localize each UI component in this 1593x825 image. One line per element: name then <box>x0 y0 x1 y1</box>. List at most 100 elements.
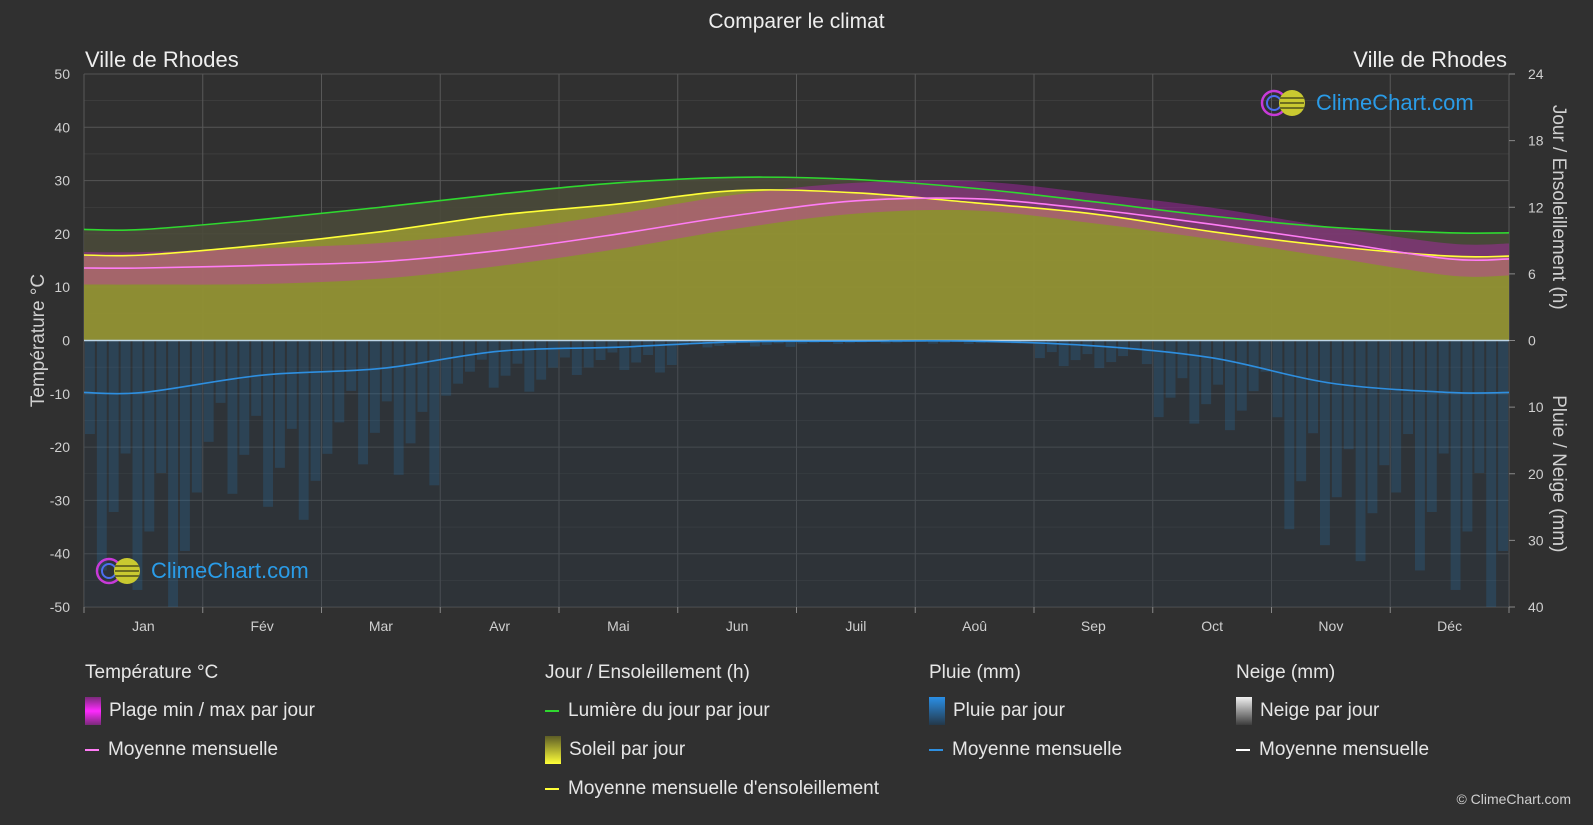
rain-bar <box>702 340 713 348</box>
rain-bar <box>1225 340 1235 431</box>
rain-bar <box>85 340 95 435</box>
temp-range-band-fill <box>84 180 1509 285</box>
legend-sun: Jour / Ensoleillement (h) Lumière du jou… <box>545 662 879 816</box>
rain-bar <box>1094 340 1105 369</box>
blue-gradient-box-icon <box>929 696 945 725</box>
rain-bar <box>785 340 796 347</box>
y-axis-title-left: Température °C <box>28 274 49 407</box>
rain-bar <box>1177 340 1188 379</box>
rain-bar <box>1082 340 1093 355</box>
legend-item: Lumière du jour par jour <box>545 699 879 722</box>
legend-item: Neige par jour <box>1236 696 1429 725</box>
rain-bar <box>1165 340 1176 398</box>
rain-bar <box>607 340 618 353</box>
y-tick-label-right: 24 <box>1528 66 1544 82</box>
rain-bar <box>631 340 642 363</box>
legend-temperature: Température °C Plage min / max par jour … <box>85 662 315 777</box>
rain-bar <box>595 340 606 360</box>
rain-bar <box>1426 340 1437 512</box>
rain-bar <box>1046 340 1057 353</box>
green-line-icon <box>545 709 559 712</box>
y-tick-label-right: 18 <box>1528 133 1544 149</box>
legend-item: Soleil par jour <box>545 735 879 764</box>
rain-bar <box>1236 340 1247 411</box>
legend-label: Neige par jour <box>1260 699 1380 721</box>
y-tick-label-left: -10 <box>50 386 70 402</box>
rain-bar <box>405 340 416 444</box>
rain-bar <box>286 340 297 429</box>
y-axis-title-right-bottom: Pluie / Neige (mm) <box>1548 395 1569 552</box>
rain-bar <box>1498 340 1508 551</box>
rain-bar <box>880 340 891 344</box>
legend-label: Soleil par jour <box>569 738 686 760</box>
rain-bar <box>275 340 285 468</box>
y-tick-label-right: 20 <box>1528 466 1544 482</box>
y-tick-label-right: 0 <box>1528 333 1536 349</box>
rain-bar <box>619 340 630 370</box>
x-tick-label: Nov <box>1318 618 1343 634</box>
y-tick-label-left: -30 <box>50 492 70 508</box>
rain-bar <box>144 340 155 532</box>
rain-bar <box>191 340 202 493</box>
rain-bar <box>322 340 333 454</box>
rain-bar <box>750 340 760 347</box>
y-tick-label-left: 50 <box>54 66 70 82</box>
rain-bar <box>500 340 511 376</box>
rain-bar <box>1367 340 1378 514</box>
rain-bars <box>84 340 1509 607</box>
rain-bar <box>1308 340 1318 434</box>
y-tick-label-left: 30 <box>54 173 70 189</box>
rain-bar <box>928 340 938 344</box>
legend-label: Moyenne mensuelle d'ensoleillement <box>568 777 879 799</box>
magenta-gradient-box-icon <box>85 696 101 725</box>
legend-label: Plage min / max par jour <box>109 699 315 721</box>
temp-range-band <box>84 180 1509 285</box>
legend-label: Moyenne mensuelle <box>952 738 1123 760</box>
y-tick-label-right: 30 <box>1528 532 1544 548</box>
rain-bar <box>120 340 131 454</box>
sunshine-area-fill <box>84 189 1509 341</box>
rain-bar <box>1130 340 1140 351</box>
rain-bar <box>180 340 190 551</box>
y-tick-label-left: -40 <box>50 546 70 562</box>
rain-bar <box>227 340 238 494</box>
y-tick-label-right: 12 <box>1528 199 1544 215</box>
rain-bar <box>441 340 452 396</box>
rain-bar <box>655 340 665 373</box>
rain-bar <box>488 340 499 388</box>
x-tick-label: Aoû <box>962 618 987 634</box>
rain-bar <box>1320 340 1330 546</box>
legend-label: Moyenne mensuelle <box>108 738 279 760</box>
temp-mean-line <box>83 197 1510 270</box>
legend-heading: Jour / Ensoleillement (h) <box>545 662 750 683</box>
sunshine-mean-line <box>83 189 1510 258</box>
rain-bar <box>1438 340 1449 454</box>
rain-bar <box>666 340 677 365</box>
axis-ticks: 50 40 30 20 10 0 -10 -20 -30 -40 -50 24 18 12 6 0 10 20 30… <box>50 66 1544 634</box>
rain-bar <box>1213 340 1223 385</box>
rain-background <box>84 340 1509 607</box>
x-tick-label: Fév <box>250 618 273 634</box>
legend-item: Moyenne mensuelle <box>1236 738 1429 761</box>
sunshine-area <box>84 177 1509 341</box>
rain-bar <box>1474 340 1485 474</box>
legend-snow: Neige (mm) Neige par jour Moyenne mensue… <box>1236 662 1429 777</box>
y-tick-label-left: 20 <box>54 226 70 242</box>
rain-bar <box>690 340 701 344</box>
x-tick-label: Juil <box>845 618 866 634</box>
x-tick-label: Mai <box>607 618 630 634</box>
legend-item: Pluie par jour <box>929 696 1122 725</box>
rain-bar <box>524 340 535 392</box>
rain-bar <box>1379 340 1390 466</box>
x-tick-label: Oct <box>1201 618 1223 634</box>
legend-heading: Pluie (mm) <box>929 662 1021 683</box>
copyright: © ClimeChart.com <box>1456 791 1571 807</box>
y-tick-label-left: 0 <box>62 333 70 349</box>
rain-bar <box>833 340 843 344</box>
rain-bar <box>429 340 440 486</box>
rain-bar <box>1486 340 1497 607</box>
rain-bar <box>203 340 214 442</box>
rain-bar <box>1201 340 1212 405</box>
rain-bar <box>963 340 974 344</box>
